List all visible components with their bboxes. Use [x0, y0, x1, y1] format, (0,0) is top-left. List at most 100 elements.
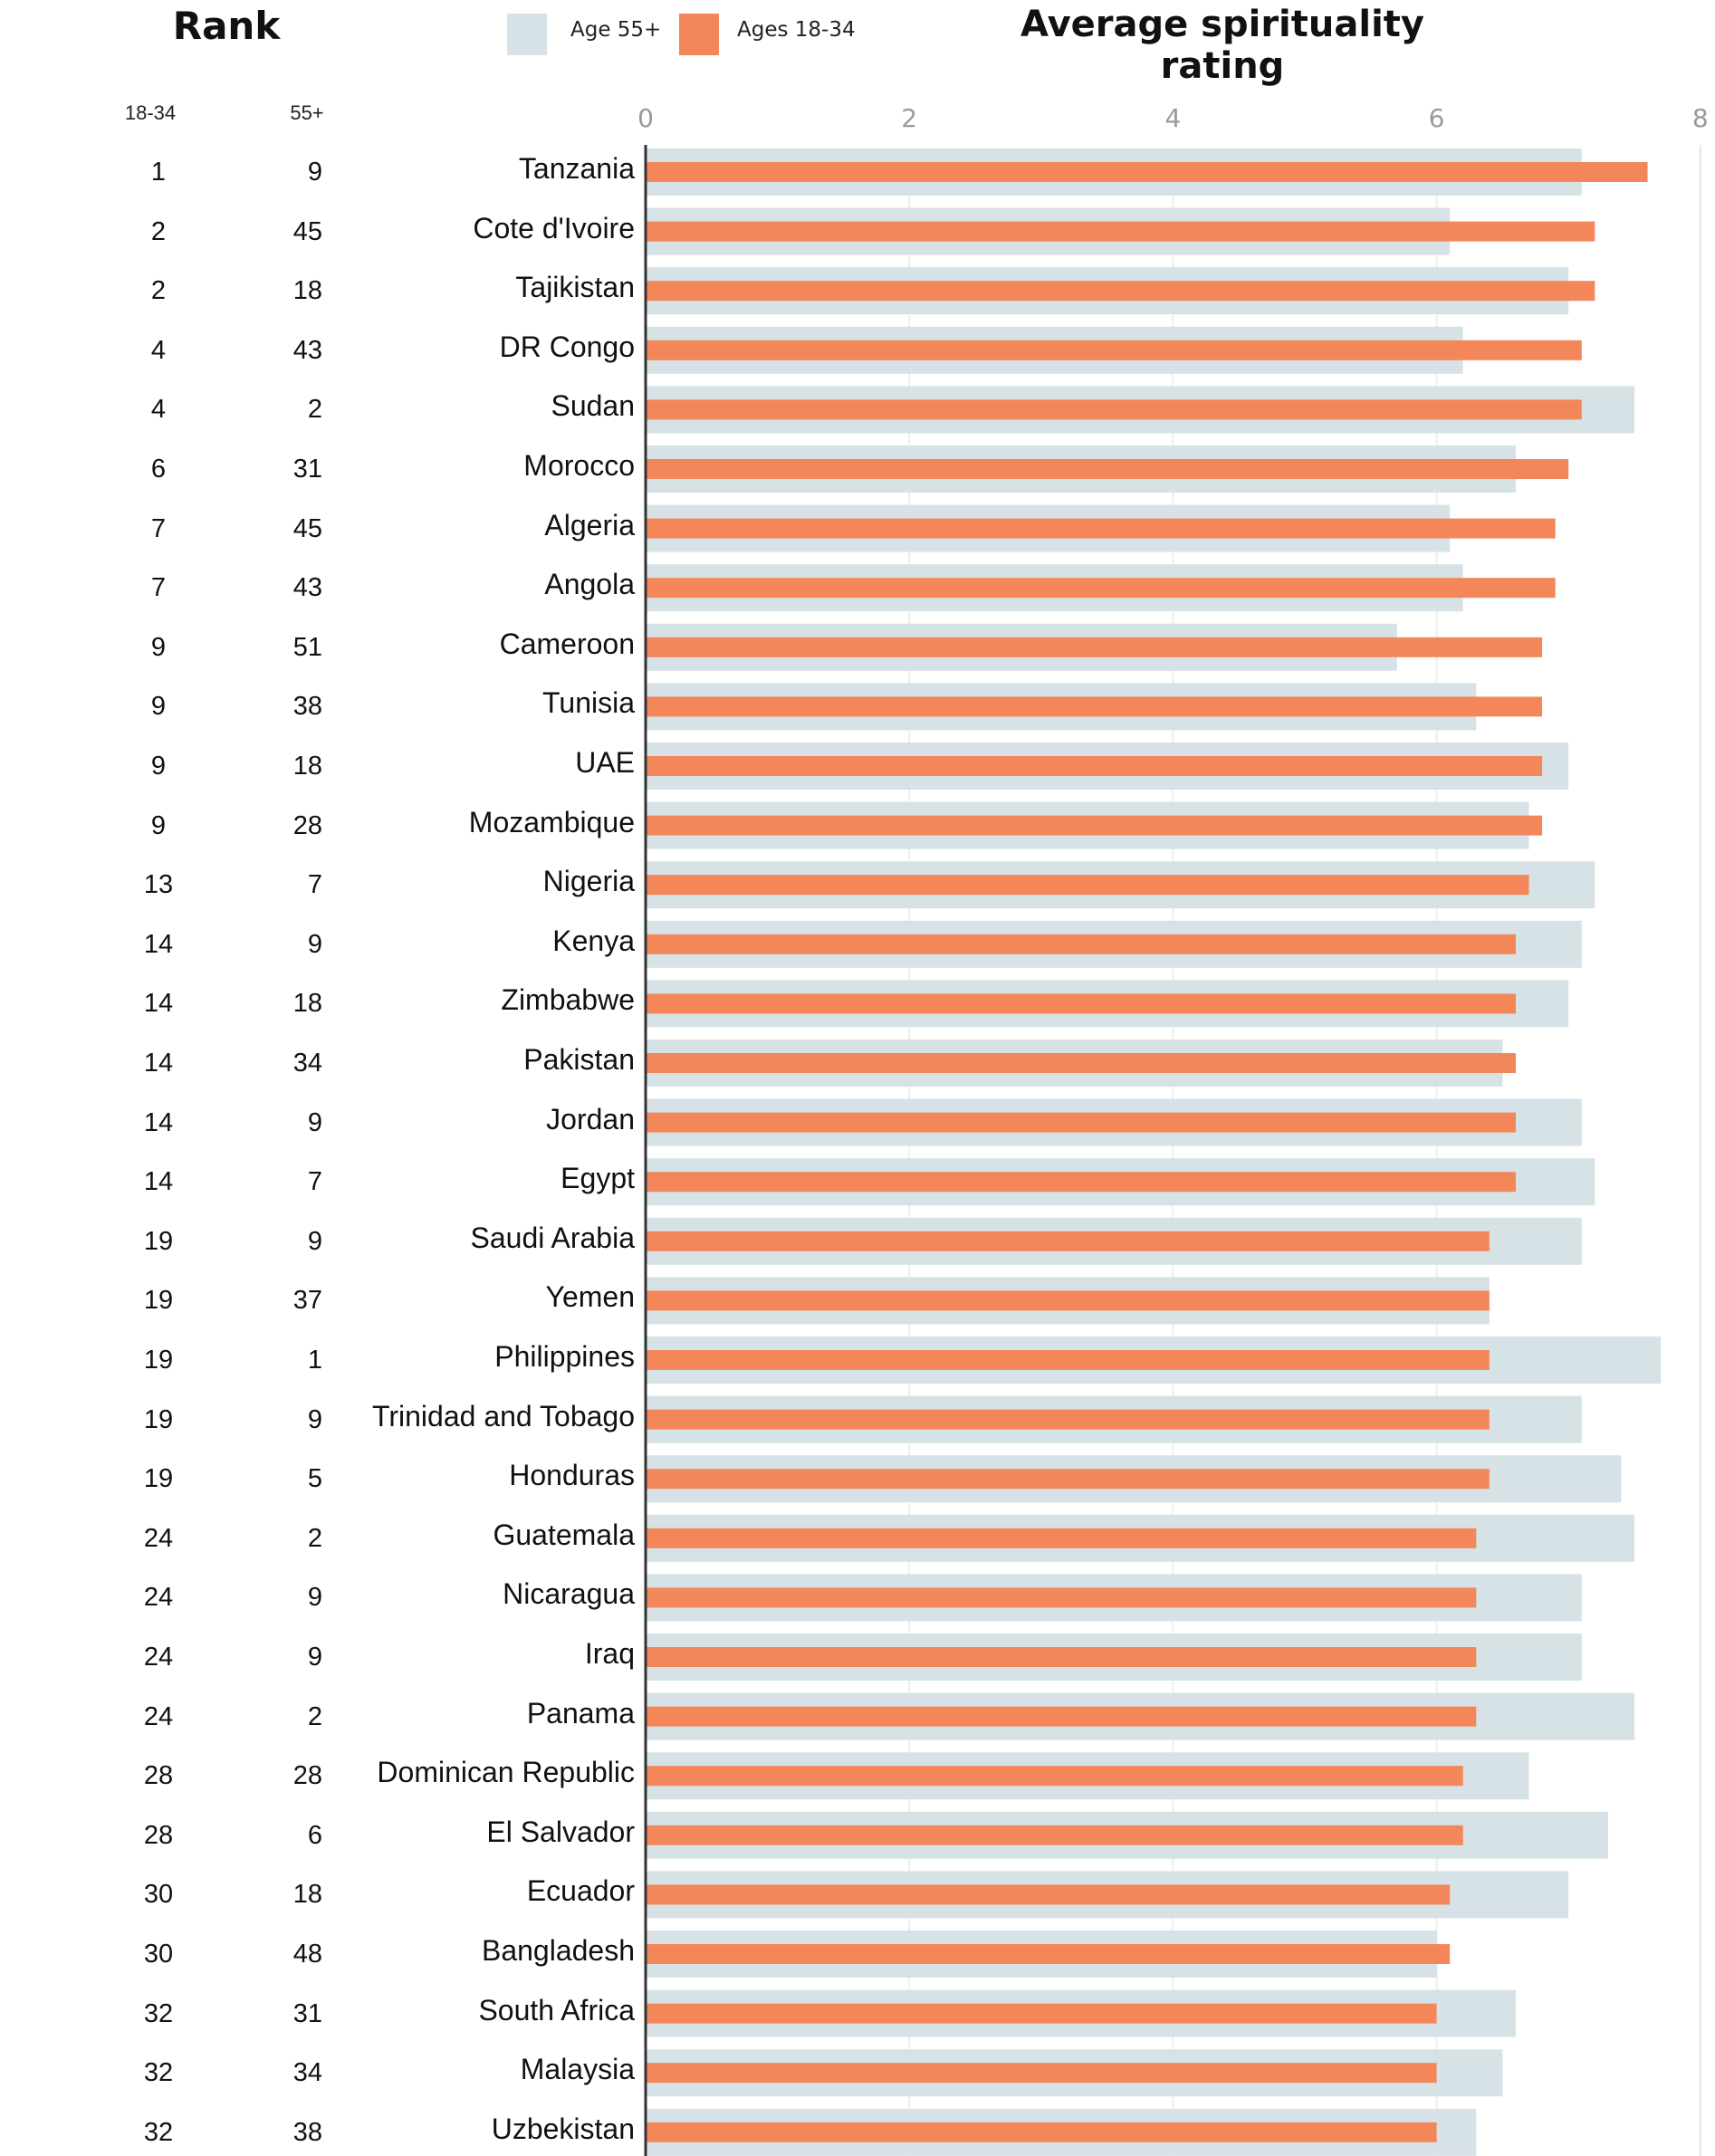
rank-18-34: 19: [143, 1346, 174, 1375]
rank-55: 9: [307, 1404, 322, 1434]
rank-18-34: 14: [143, 929, 174, 959]
rank-55: 9: [307, 929, 322, 959]
country-label: Honduras: [509, 1459, 635, 1492]
x-tick-label: 4: [1164, 103, 1182, 133]
legend-swatch-age-55: [507, 14, 547, 55]
bar-ages-18-34: [646, 2003, 1437, 2024]
legend-label-age-55: Age 55+: [570, 18, 662, 42]
country-label: Yemen: [545, 1280, 635, 1314]
rank-55: 45: [292, 513, 322, 543]
x-tick-label: 2: [901, 103, 918, 133]
rank-18-34: 2: [150, 276, 167, 306]
country-label: Tajikistan: [515, 271, 635, 304]
country-label: Morocco: [523, 449, 635, 482]
rank-18-34: 30: [143, 1880, 174, 1910]
rank-55: 38: [292, 692, 322, 722]
x-tick-label: 0: [637, 103, 654, 133]
bar-ages-18-34: [646, 399, 1582, 420]
country-label: Philippines: [494, 1340, 635, 1373]
bar-ages-18-34: [646, 1290, 1490, 1311]
chart-title: Average spirituality rating: [1020, 4, 1424, 87]
rank-55: 43: [292, 335, 322, 365]
rank-18-34: 4: [150, 395, 167, 425]
rank-18-34: 7: [150, 573, 167, 603]
rank-18-34: 9: [150, 752, 167, 781]
country-label: Panama: [526, 1696, 635, 1730]
rank-55: 2: [307, 395, 322, 425]
rank-18-34: 24: [143, 1643, 174, 1672]
bar-ages-18-34: [646, 993, 1516, 1014]
country-label: Ecuador: [526, 1874, 635, 1908]
rank-18-34: 32: [143, 1998, 174, 2028]
bar-ages-18-34: [646, 1053, 1516, 1073]
bar-ages-18-34: [646, 637, 1543, 657]
rank-55: 28: [292, 1761, 322, 1791]
rank-18-34: 7: [150, 513, 167, 543]
rank-55: 43: [292, 573, 322, 603]
country-label: Malaysia: [520, 2053, 635, 2086]
bar-ages-18-34: [646, 875, 1529, 896]
rank-18-34: 14: [143, 1167, 174, 1197]
rank-55: 2: [307, 1701, 322, 1731]
rank-18-34: 30: [143, 1940, 174, 1969]
rank-18-34: 24: [143, 1523, 174, 1553]
rank-55: 2: [307, 1523, 322, 1553]
rank-55: 9: [307, 1583, 322, 1613]
rank-55: 18: [292, 276, 322, 306]
country-label: DR Congo: [499, 330, 635, 363]
country-label: Egypt: [560, 1162, 635, 1195]
bar-ages-18-34: [646, 815, 1543, 836]
rank-18-34: 1: [150, 158, 167, 187]
country-label: Mozambique: [468, 805, 635, 838]
bar-ages-18-34: [646, 2063, 1437, 2084]
bar-ages-18-34: [646, 1528, 1477, 1548]
rank-18-34: 9: [150, 632, 167, 662]
country-label: Angola: [544, 568, 635, 601]
rank-18-34: 6: [150, 455, 167, 484]
x-tick-label: 8: [1691, 103, 1709, 133]
rank-18-34: 9: [150, 810, 167, 840]
country-label: Uzbekistan: [491, 2112, 635, 2145]
country-label: Nicaragua: [503, 1577, 635, 1611]
country-label: Cote d'Ivoire: [473, 211, 635, 244]
rank-55: 9: [307, 158, 322, 187]
rank-18-34: 14: [143, 1049, 174, 1078]
rank-55: 6: [307, 1820, 322, 1850]
country-label: Saudi Arabia: [470, 1221, 635, 1254]
rank-18-34: 14: [143, 1107, 174, 1137]
rank-header-18-34: 18-34: [124, 101, 177, 124]
rank-18-34: 19: [143, 1464, 174, 1494]
legend-label-ages-18-34: Ages 18-34: [737, 18, 856, 42]
rank-55: 18: [292, 1880, 322, 1910]
rank-18-34: 19: [143, 1226, 174, 1256]
bar-ages-18-34: [646, 1587, 1477, 1608]
rank-18-34: 32: [143, 2117, 174, 2147]
bar-ages-18-34: [646, 1884, 1451, 1905]
rank-title: Rank: [172, 4, 281, 48]
bar-ages-18-34: [646, 459, 1569, 479]
country-label: South Africa: [478, 1993, 635, 2027]
x-tick-label: 6: [1428, 103, 1445, 133]
rank-55: 45: [292, 216, 322, 246]
country-label: UAE: [575, 746, 635, 779]
bar-ages-18-34: [646, 281, 1595, 302]
rank-18-34: 32: [143, 2058, 174, 2088]
bar-ages-18-34: [646, 1350, 1490, 1370]
rank-18-34: 24: [143, 1583, 174, 1613]
country-label: Pakistan: [523, 1043, 635, 1076]
country-label: Dominican Republic: [377, 1756, 635, 1789]
bar-ages-18-34: [646, 1766, 1463, 1787]
country-label: Jordan: [546, 1102, 635, 1135]
bar-ages-18-34: [646, 340, 1582, 360]
country-label: Tunisia: [542, 686, 635, 720]
bar-ages-18-34: [646, 1172, 1516, 1193]
rank-18-34: 19: [143, 1286, 174, 1316]
rank-55: 48: [292, 1940, 322, 1969]
rank-55: 9: [307, 1226, 322, 1256]
country-label: Guatemala: [493, 1518, 635, 1551]
rank-55: 18: [292, 989, 322, 1019]
legend-swatch-ages-18-34: [679, 14, 719, 55]
bar-ages-18-34: [646, 578, 1556, 599]
rank-18-34: 14: [143, 989, 174, 1019]
